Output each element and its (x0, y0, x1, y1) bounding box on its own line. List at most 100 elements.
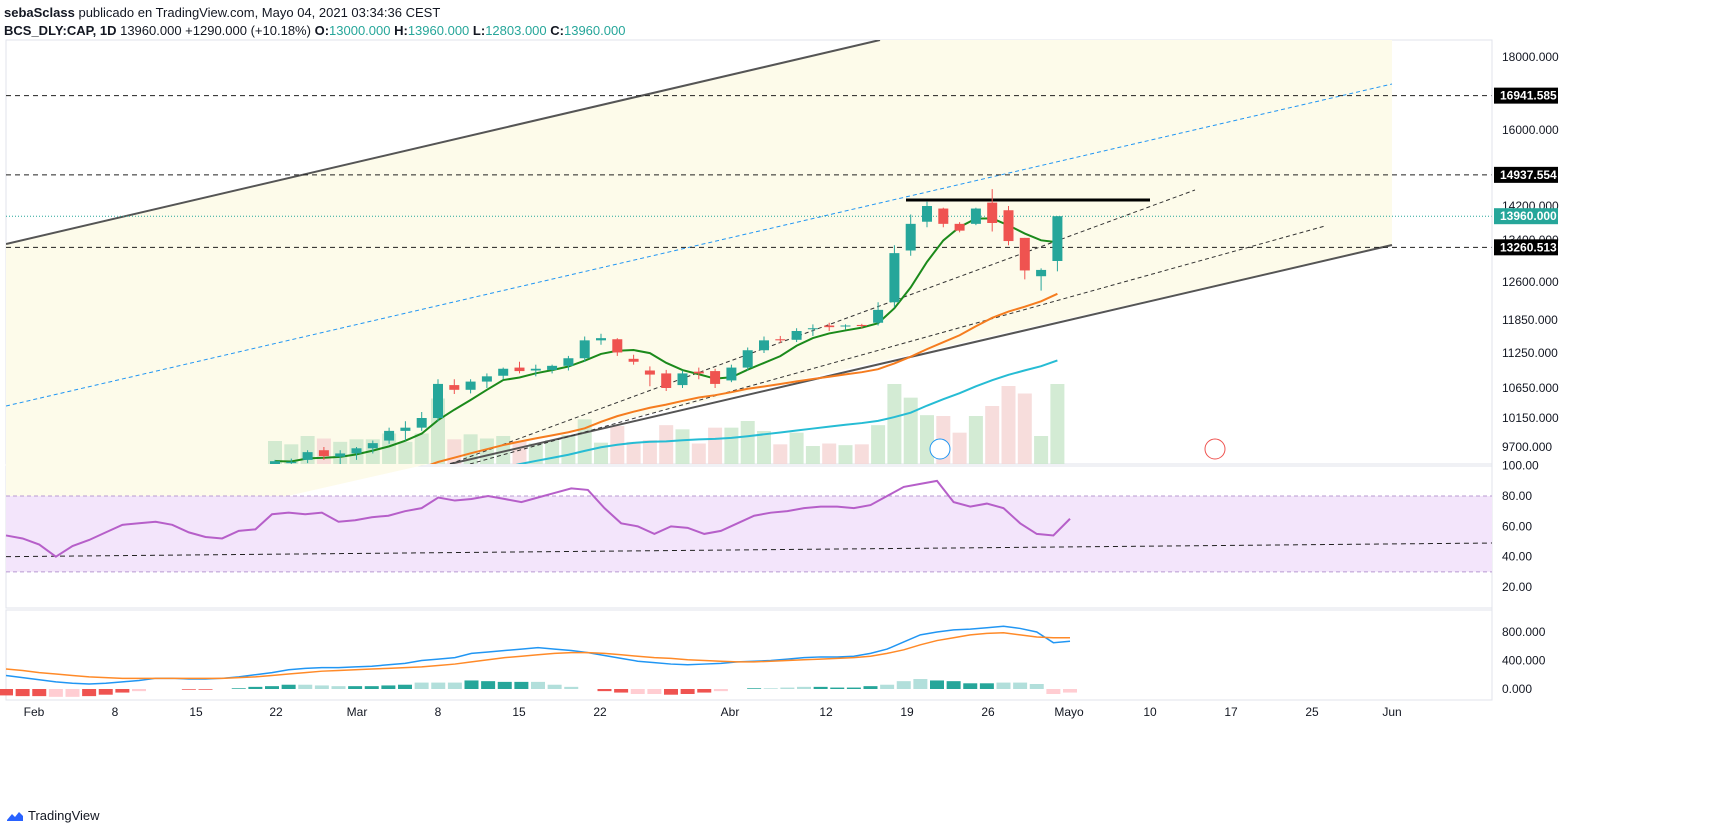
candle-body (433, 383, 443, 418)
candle-body (384, 430, 395, 441)
macd-histogram-bar (364, 686, 379, 689)
rsi-trend-line (5, 542, 1493, 558)
volume-bar (854, 444, 869, 464)
volume-bar (268, 441, 282, 464)
macd-histogram-bar (65, 689, 80, 697)
open-value: 13000.000 (329, 23, 391, 38)
macd-histogram-bar (265, 686, 279, 689)
macd-tick-label: 800.000 (1502, 625, 1546, 639)
candle-body (742, 350, 753, 368)
macd-histogram-bar (181, 689, 196, 690)
macd-histogram-bar (115, 689, 130, 693)
candle-body (612, 339, 623, 353)
price-tick-label: 9700.000 (1502, 440, 1552, 454)
candle-body (905, 223, 916, 251)
price-tick-label: 16000.000 (1502, 123, 1559, 137)
candle-body (596, 338, 606, 341)
macd-histogram-bar (32, 689, 47, 697)
candle-body (400, 427, 411, 431)
channel-upper-line (6, 40, 881, 245)
volume-bar (626, 441, 641, 464)
macd-histogram-bar (0, 689, 13, 696)
price-label-text: 13960.000 (1500, 209, 1557, 223)
candle-body (726, 367, 737, 381)
macd-histogram-bar (780, 687, 795, 689)
high-label: H: (394, 23, 408, 38)
time-tick-label: Feb (24, 705, 45, 719)
price-label-text: 13260.513 (1500, 240, 1557, 254)
volume-bar (789, 432, 804, 464)
candle-body (677, 373, 688, 386)
volume-bar (985, 406, 1000, 464)
last-price: 13960.000 (120, 23, 182, 38)
candle-body (579, 340, 590, 359)
macd-histogram-bar (863, 686, 878, 689)
rsi-tick-label: 20.00 (1502, 580, 1532, 594)
volume-bar (675, 429, 690, 464)
candle-body (661, 373, 672, 388)
macd-histogram-bar (963, 683, 978, 689)
volume-bar (1050, 384, 1065, 464)
macd-histogram-bar (298, 684, 313, 689)
candle-body (530, 368, 541, 371)
macd-histogram-bar (547, 684, 562, 689)
time-tick-label: 15 (189, 705, 203, 719)
macd-histogram-bar (398, 684, 412, 689)
candle-body (791, 331, 802, 340)
volume-bar (1034, 436, 1049, 464)
time-tick-label: 22 (593, 705, 607, 719)
ma-mid-line (429, 292, 1058, 464)
time-tick-label: 12 (819, 705, 833, 719)
candle-body (807, 328, 818, 330)
macd-histogram-bar (431, 682, 446, 689)
time-tick-label: 22 (269, 705, 283, 719)
macd-histogram-bar (348, 686, 363, 689)
author-name[interactable]: sebaSclass (4, 5, 75, 20)
price-tick-label: 10650.000 (1502, 381, 1559, 395)
symbol-label: BCS_DLY:CAP, 1D (4, 23, 117, 38)
volume-bar (757, 431, 771, 464)
candle-body (302, 452, 313, 460)
price-tick-label: 18000.000 (1502, 50, 1559, 64)
macd-histogram-bar (614, 689, 629, 693)
time-tick-label: 8 (112, 705, 119, 719)
volume-bar (1001, 386, 1016, 464)
candle-body (335, 453, 346, 457)
macd-histogram-bar (1063, 689, 1077, 693)
macd-histogram-bar (996, 682, 1011, 689)
candle-body (775, 339, 786, 341)
macd-histogram-bar (48, 689, 63, 697)
macd-histogram-bar (531, 681, 545, 689)
candle-body (873, 309, 884, 323)
candle-body (351, 448, 362, 454)
macd-histogram-bar (946, 681, 961, 689)
candle-body (954, 223, 965, 231)
chart-canvas[interactable]: 18000.00016000.00014200.00013400.0001260… (0, 0, 1729, 800)
volume-bar (479, 438, 494, 464)
dividend-marker-icon (929, 438, 951, 460)
candle-body (628, 358, 639, 362)
header-line-2: BCS_DLY:CAP, 1D 13960.000 +1290.000 (+10… (4, 22, 625, 40)
candle-body (465, 381, 476, 390)
volume-bar (773, 444, 788, 464)
macd-histogram-bar (930, 680, 944, 689)
volume-bar (382, 433, 397, 464)
volume-bar (920, 415, 934, 464)
footer: TradingView (6, 808, 100, 823)
volume-bar (691, 443, 706, 464)
macd-histogram-bar (381, 685, 396, 689)
rsi-band (6, 496, 1492, 572)
macd-histogram-bar (797, 686, 811, 689)
ma-slow-line (515, 359, 1058, 464)
macd-tick-label: 400.000 (1502, 654, 1546, 668)
brand-name[interactable]: TradingView (28, 808, 100, 823)
close-value: 13960.000 (563, 23, 626, 38)
rsi-tick-label: 60.00 (1502, 519, 1532, 533)
volume-bar (871, 425, 886, 464)
header-line-1: sebaSclass publicado en TradingView.com,… (4, 4, 625, 22)
candle-body (856, 324, 867, 327)
macd-histogram-bar (830, 687, 845, 689)
volume-bar (463, 434, 478, 464)
volume-bar (1017, 393, 1032, 464)
macd-histogram-bar (314, 685, 329, 689)
